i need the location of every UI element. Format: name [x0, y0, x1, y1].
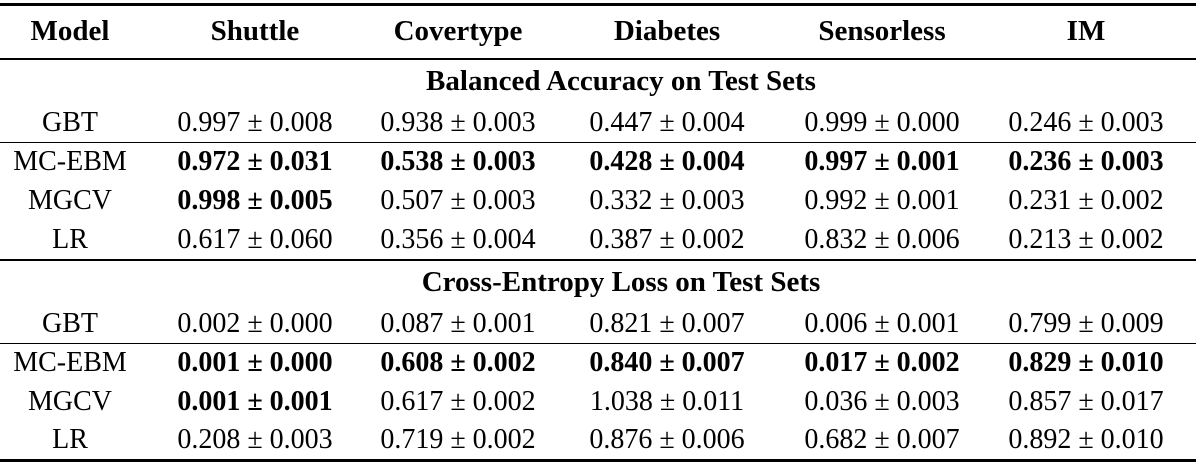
section-title: Cross-Entropy Loss on Test Sets [421, 266, 821, 298]
column-header-diabetes: Diabetes [613, 15, 721, 48]
table-row: GBT 0.997 ± 0.008 0.938 ± 0.003 0.447 ± … [0, 104, 1196, 143]
value-cell: 0.682 ± 0.007 [804, 424, 960, 456]
column-header-model: Model [30, 15, 110, 48]
paper-table-page: Model Shuttle Covertype Diabetes Sensorl… [0, 3, 1196, 462]
value-cell: 0.719 ± 0.002 [380, 424, 536, 456]
value-cell: 0.608 ± 0.002 [380, 347, 536, 379]
value-cell: 0.997 ± 0.008 [177, 106, 333, 138]
column-header-covertype: Covertype [393, 15, 523, 48]
table-row: MC-EBM 0.972 ± 0.031 0.538 ± 0.003 0.428… [0, 143, 1196, 182]
table-row: LR 0.208 ± 0.003 0.719 ± 0.002 0.876 ± 0… [0, 422, 1196, 461]
value-cell: 0.087 ± 0.001 [380, 307, 536, 339]
value-cell: 0.892 ± 0.010 [1008, 424, 1164, 456]
value-cell: 0.387 ± 0.002 [589, 223, 745, 255]
value-cell: 0.017 ± 0.002 [804, 347, 960, 379]
value-cell: 0.999 ± 0.000 [804, 106, 960, 138]
value-cell: 0.036 ± 0.003 [804, 386, 960, 417]
value-cell: 0.938 ± 0.003 [380, 106, 536, 138]
value-cell: 0.832 ± 0.006 [804, 223, 960, 255]
value-cell: 0.447 ± 0.004 [589, 106, 745, 138]
model-cell: LR [52, 223, 88, 255]
value-cell: 0.829 ± 0.010 [1008, 347, 1164, 379]
value-cell: 0.001 ± 0.000 [177, 347, 333, 379]
value-cell: 0.821 ± 0.007 [589, 307, 745, 339]
table-row: MGCV 0.001 ± 0.001 0.617 ± 0.002 1.038 ±… [0, 383, 1196, 422]
model-cell: GBT [42, 307, 98, 339]
value-cell: 0.356 ± 0.004 [380, 223, 536, 255]
column-header-im: IM [1066, 15, 1106, 48]
model-cell: LR [52, 424, 88, 456]
column-header-sensorless: Sensorless [818, 15, 946, 48]
value-cell: 0.972 ± 0.031 [177, 146, 333, 178]
section-title-row: Cross-Entropy Loss on Test Sets [0, 260, 1196, 305]
value-cell: 0.231 ± 0.002 [1008, 185, 1164, 216]
value-cell: 0.006 ± 0.001 [804, 307, 960, 339]
model-cell: MGCV [27, 185, 112, 216]
value-cell: 0.617 ± 0.002 [380, 386, 536, 417]
value-cell: 0.992 ± 0.001 [804, 185, 960, 216]
table-row: LR 0.617 ± 0.060 0.356 ± 0.004 0.387 ± 0… [0, 221, 1196, 260]
value-cell: 0.002 ± 0.000 [177, 307, 333, 339]
section-title: Balanced Accuracy on Test Sets [426, 65, 816, 97]
value-cell: 0.538 ± 0.003 [380, 146, 536, 178]
model-cell: GBT [42, 106, 98, 138]
model-cell: MC-EBM [13, 347, 127, 379]
model-cell: MC-EBM [13, 146, 127, 178]
value-cell: 0.001 ± 0.001 [177, 386, 333, 417]
value-cell: 0.213 ± 0.002 [1008, 223, 1164, 255]
value-cell: 0.208 ± 0.003 [177, 424, 333, 456]
value-cell: 0.617 ± 0.060 [177, 223, 333, 255]
section-title-row: Balanced Accuracy on Test Sets [0, 59, 1196, 104]
value-cell: 1.038 ± 0.011 [589, 386, 745, 417]
table-row: MGCV 0.998 ± 0.005 0.507 ± 0.003 0.332 ±… [0, 182, 1196, 221]
value-cell: 0.428 ± 0.004 [589, 146, 745, 178]
value-cell: 0.236 ± 0.003 [1008, 146, 1164, 178]
value-cell: 0.332 ± 0.003 [589, 185, 745, 216]
value-cell: 0.246 ± 0.003 [1008, 106, 1164, 138]
value-cell: 0.840 ± 0.007 [589, 347, 745, 379]
results-table: Model Shuttle Covertype Diabetes Sensorl… [0, 3, 1196, 462]
value-cell: 0.799 ± 0.009 [1008, 307, 1164, 339]
table-row: MC-EBM 0.001 ± 0.000 0.608 ± 0.002 0.840… [0, 344, 1196, 383]
value-cell: 0.876 ± 0.006 [589, 424, 745, 456]
value-cell: 0.857 ± 0.017 [1008, 386, 1164, 417]
column-header-row: Model Shuttle Covertype Diabetes Sensorl… [0, 5, 1196, 59]
value-cell: 0.997 ± 0.001 [804, 146, 960, 178]
value-cell: 0.998 ± 0.005 [177, 185, 333, 216]
model-cell: MGCV [27, 386, 112, 417]
table-row: GBT 0.002 ± 0.000 0.087 ± 0.001 0.821 ± … [0, 305, 1196, 344]
column-header-shuttle: Shuttle [210, 15, 300, 48]
value-cell: 0.507 ± 0.003 [380, 185, 536, 216]
